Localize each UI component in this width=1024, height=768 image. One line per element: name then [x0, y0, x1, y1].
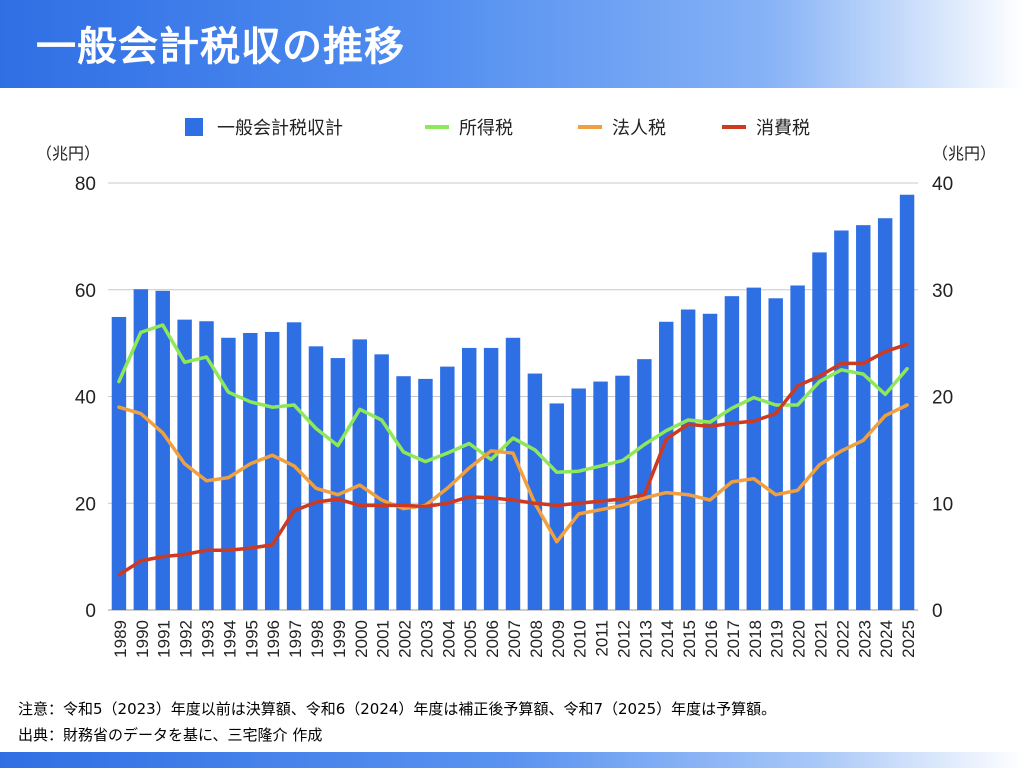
bar: [856, 225, 871, 610]
x-tick-label: 1995: [242, 620, 261, 658]
x-tick-label: 1997: [286, 620, 305, 658]
series-line: [117, 323, 909, 475]
x-tick-label: 1998: [308, 620, 327, 658]
x-tick-label: 2007: [505, 620, 524, 658]
x-tick-label: 2002: [396, 620, 415, 658]
bar: [659, 321, 674, 610]
bar: [308, 346, 324, 610]
y-right-tick-label: 30: [932, 281, 953, 302]
bar: [418, 378, 433, 610]
x-tick-label: 2008: [527, 620, 546, 658]
bar: [899, 194, 915, 610]
x-tick-label: 1994: [220, 620, 239, 658]
bar: [221, 337, 236, 610]
y-left-axis-label: （兆円）: [36, 144, 100, 163]
legend-swatch: [185, 118, 203, 136]
x-tick-label: 2013: [636, 620, 655, 658]
bar: [505, 337, 521, 610]
bar: [461, 347, 477, 610]
legend-label: 所得税: [459, 118, 513, 139]
legend-label: 一般会計税収計: [217, 118, 343, 139]
x-tick-label: 2015: [680, 620, 699, 658]
x-tick-label: 2001: [374, 620, 393, 658]
y-left-tick-label: 20: [75, 494, 96, 515]
bar: [615, 375, 630, 610]
bar: [637, 359, 652, 610]
bar: [834, 230, 849, 610]
x-tick-label: 1993: [199, 620, 218, 658]
x-tick-label: 1999: [330, 620, 349, 658]
x-tick-label: 2014: [658, 620, 677, 658]
legend-label: 法人税: [612, 118, 666, 139]
bar: [680, 309, 696, 610]
y-right-axis-label: （兆円）: [932, 144, 996, 163]
bar: [199, 321, 214, 610]
series-line: [117, 342, 909, 577]
footer-bar: [0, 752, 1024, 768]
x-tick-label: 1992: [177, 620, 196, 658]
x-tick-label: 2006: [483, 620, 502, 658]
x-tick-label: 2024: [877, 620, 896, 658]
footnote: 注意：令和5（2023）年度以前は決算額、令和6（2024）年度は補正後予算額、…: [18, 700, 777, 718]
page-title: 一般会計税収の推移: [36, 24, 405, 70]
bar: [746, 287, 762, 610]
bar: [133, 289, 149, 610]
x-tick-label: 2016: [702, 620, 721, 658]
bar: [155, 290, 170, 610]
bar: [396, 376, 411, 610]
y-right-tick-label: 20: [932, 388, 953, 409]
y-right-tick-label: 10: [932, 494, 953, 515]
y-left-tick-label: 60: [75, 281, 96, 302]
x-tick-label: 2025: [899, 620, 918, 658]
y-left-tick-label: 40: [75, 388, 96, 409]
y-left-tick-label: 80: [75, 174, 96, 195]
bar: [790, 285, 805, 610]
series-line: [117, 403, 909, 544]
bar: [527, 373, 543, 610]
bar: [768, 298, 783, 610]
bar: [243, 332, 258, 610]
bar: [812, 252, 827, 610]
bar: [571, 388, 586, 610]
header-banner: 一般会計税収の推移: [0, 0, 1024, 88]
x-tick-label: 2003: [417, 620, 436, 658]
bar: [483, 347, 499, 610]
legend-label: 消費税: [756, 118, 810, 139]
x-tick-label: 1989: [111, 620, 130, 658]
x-tick-label: 2011: [593, 620, 612, 657]
x-tick-label: 2000: [352, 620, 371, 658]
x-tick-label: 1991: [155, 620, 174, 658]
x-tick-label: 2020: [790, 620, 809, 658]
x-tick-label: 1990: [133, 620, 152, 658]
bar: [724, 296, 740, 610]
y-right-tick-label: 40: [932, 174, 953, 195]
y-right-tick-label: 0: [932, 601, 943, 622]
x-tick-label: 2022: [833, 620, 852, 658]
bar: [374, 354, 389, 610]
bar: [264, 331, 280, 610]
y-left-tick-label: 0: [85, 601, 96, 622]
bar: [352, 339, 367, 610]
x-tick-label: 2023: [855, 620, 874, 658]
x-tick-label: 2012: [614, 620, 633, 658]
bar: [330, 358, 346, 610]
x-tick-label: 2017: [724, 620, 743, 658]
x-tick-label: 2019: [768, 620, 787, 658]
x-tick-label: 2005: [461, 620, 480, 658]
bar: [111, 316, 127, 610]
x-tick-label: 2018: [746, 620, 765, 658]
x-tick-label: 2021: [811, 620, 830, 658]
x-tick-label: 2004: [439, 620, 458, 658]
x-tick-label: 1996: [264, 620, 283, 658]
x-tick-label: 2009: [549, 620, 568, 658]
source-note: 出典：財務省のデータを基に、三宅隆介 作成: [18, 726, 323, 744]
bar: [702, 313, 718, 610]
x-tick-label: 2010: [571, 620, 590, 658]
bar: [593, 381, 608, 610]
